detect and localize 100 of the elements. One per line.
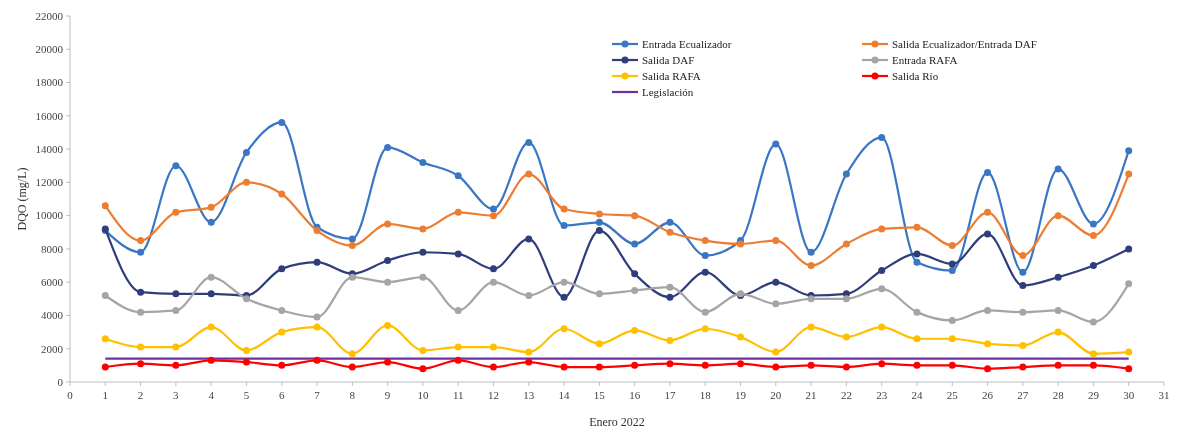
point bbox=[595, 218, 603, 226]
point bbox=[313, 258, 321, 266]
y-tick-label: 14000 bbox=[35, 142, 64, 155]
point bbox=[737, 333, 745, 341]
point bbox=[101, 363, 109, 371]
point bbox=[560, 205, 568, 213]
point bbox=[172, 208, 180, 216]
point bbox=[666, 218, 674, 226]
point bbox=[489, 212, 497, 220]
point bbox=[313, 313, 321, 321]
point bbox=[207, 356, 215, 364]
x-tick-label: 30 bbox=[1123, 389, 1135, 401]
point bbox=[948, 242, 956, 250]
x-tick-label: 26 bbox=[982, 389, 994, 401]
point bbox=[913, 335, 921, 343]
point bbox=[489, 205, 497, 213]
legend-label: Entrada Ecualizador bbox=[642, 37, 732, 50]
point bbox=[384, 278, 392, 286]
y-tick-label: 22000 bbox=[35, 9, 64, 22]
point bbox=[772, 300, 780, 308]
y-tick-label: 10000 bbox=[35, 209, 64, 222]
point bbox=[348, 350, 356, 358]
point bbox=[207, 273, 215, 281]
x-tick-label: 12 bbox=[487, 389, 499, 401]
point bbox=[384, 321, 392, 329]
point bbox=[525, 358, 533, 366]
y-tick-label: 4000 bbox=[41, 309, 64, 322]
point bbox=[419, 273, 427, 281]
legend-label: Salida Ecualizador/Entrada DAF bbox=[892, 37, 1037, 50]
point bbox=[454, 343, 462, 351]
point bbox=[1089, 350, 1097, 358]
point bbox=[207, 218, 215, 226]
point bbox=[137, 248, 145, 256]
point bbox=[1019, 282, 1027, 290]
x-tick-label: 11 bbox=[452, 389, 464, 401]
x-tick-label: 5 bbox=[243, 389, 250, 401]
point bbox=[1019, 268, 1027, 276]
point bbox=[207, 203, 215, 211]
point bbox=[1054, 212, 1062, 220]
point bbox=[984, 168, 992, 176]
point bbox=[842, 240, 850, 248]
point bbox=[595, 363, 603, 371]
point bbox=[878, 267, 886, 275]
point bbox=[525, 235, 533, 243]
point bbox=[701, 237, 709, 245]
point bbox=[454, 306, 462, 314]
x-axis-title: Enero 2022 bbox=[589, 415, 645, 429]
x-tick-label: 8 bbox=[349, 389, 356, 401]
point bbox=[666, 293, 674, 301]
x-tick-label: 25 bbox=[946, 389, 959, 401]
x-tick-label: 4 bbox=[208, 389, 215, 401]
point bbox=[807, 248, 815, 256]
point bbox=[419, 365, 427, 373]
point bbox=[172, 306, 180, 314]
point bbox=[384, 220, 392, 228]
x-tick-label: 21 bbox=[805, 389, 817, 401]
point bbox=[1054, 273, 1062, 281]
point bbox=[631, 361, 639, 369]
point bbox=[842, 170, 850, 178]
x-tick-label: 2 bbox=[137, 389, 144, 401]
y-tick-label: 16000 bbox=[35, 109, 64, 122]
point bbox=[137, 343, 145, 351]
x-tick-label: 17 bbox=[664, 389, 676, 401]
x-tick-label: 7 bbox=[314, 389, 321, 401]
point bbox=[278, 306, 286, 314]
point bbox=[1089, 232, 1097, 240]
point bbox=[878, 360, 886, 368]
y-tick-label: 12000 bbox=[35, 176, 64, 189]
x-tick-label: 16 bbox=[629, 389, 641, 401]
point bbox=[348, 235, 356, 243]
point bbox=[525, 291, 533, 299]
point bbox=[489, 265, 497, 273]
x-tick-label: 13 bbox=[523, 389, 535, 401]
point bbox=[701, 361, 709, 369]
point bbox=[701, 325, 709, 333]
point bbox=[560, 363, 568, 371]
point bbox=[278, 190, 286, 198]
point bbox=[1054, 361, 1062, 369]
point bbox=[1089, 220, 1097, 228]
point bbox=[913, 223, 921, 231]
point bbox=[454, 208, 462, 216]
y-tick-label: 18000 bbox=[35, 76, 64, 89]
point bbox=[454, 356, 462, 364]
point bbox=[1089, 361, 1097, 369]
point bbox=[878, 285, 886, 293]
x-tick-label: 14 bbox=[558, 389, 571, 401]
point bbox=[807, 361, 815, 369]
point bbox=[242, 346, 250, 354]
point bbox=[666, 228, 674, 236]
point bbox=[525, 170, 533, 178]
point bbox=[878, 133, 886, 141]
point bbox=[560, 278, 568, 286]
point bbox=[278, 361, 286, 369]
point bbox=[913, 361, 921, 369]
point bbox=[1125, 280, 1133, 288]
point bbox=[842, 363, 850, 371]
x-tick-label: 29 bbox=[1087, 389, 1100, 401]
point bbox=[560, 293, 568, 301]
legend-label: Legislación bbox=[642, 85, 694, 98]
point bbox=[984, 365, 992, 373]
